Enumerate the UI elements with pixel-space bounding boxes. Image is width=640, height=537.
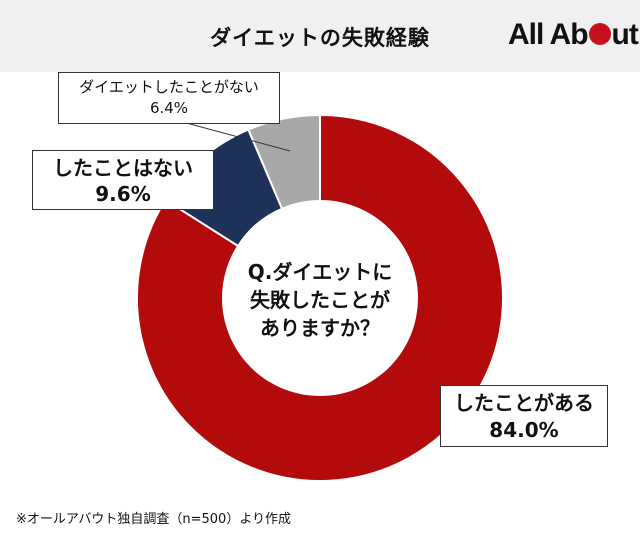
center-question: Q.ダイエットに 失敗したことが ありますか？ [222,258,418,342]
donut-slices [136,113,504,482]
label-failed-value: 84.0% [489,418,559,442]
label-failed-name: したことがある [454,391,594,415]
logo-text-prefix: All Ab [508,18,589,51]
allabout-logo: All Ab ut [508,18,639,52]
label-never-dieted: ダイエットしたことがない 6.4% [58,72,280,124]
label-failed: したことがある 84.0% [440,385,608,447]
logo-dot-icon [588,23,611,45]
label-never-dieted-name: ダイエットしたことがない [79,78,259,96]
logo-text-suffix: ut [611,18,639,51]
label-no-failure: したことはない 9.6% [32,150,214,210]
label-no-failure-value: 9.6% [95,182,151,206]
center-question-line3: ありますか？ [260,316,380,340]
label-never-dieted-value: 6.4% [149,99,189,117]
center-question-line1: Q.ダイエットに [247,260,393,284]
header-bar: ダイエットの失敗経験 All Ab ut [0,0,640,72]
label-no-failure-name: したことはない [53,156,193,180]
center-question-line2: 失敗したことが [250,288,390,312]
chart-title: ダイエットの失敗経験 [210,26,430,50]
slice-failed [136,113,504,482]
source-note: ※オールアバウト独自調査（n=500）より作成 [16,512,292,527]
